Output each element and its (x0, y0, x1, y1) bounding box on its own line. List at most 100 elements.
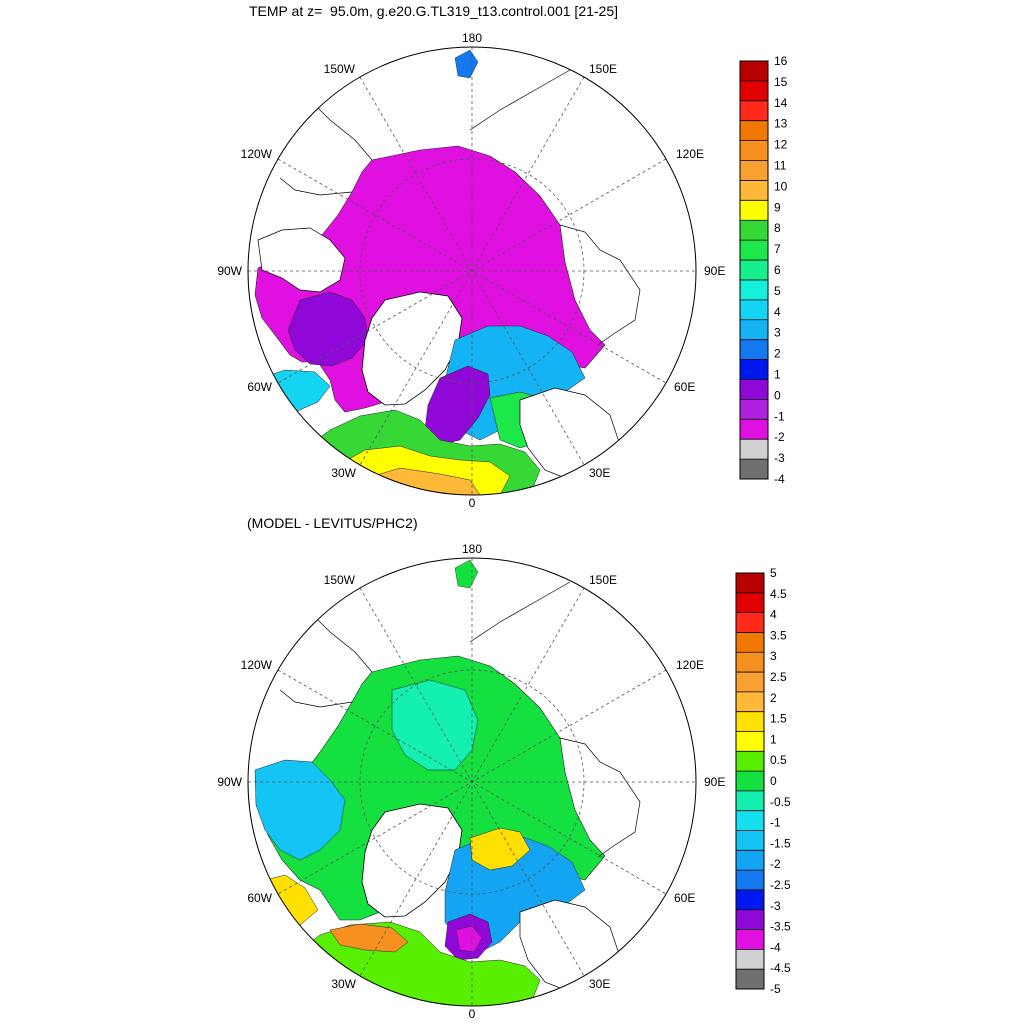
colorbar-swatch (740, 459, 768, 480)
colorbar-swatch (740, 419, 768, 440)
colorbar-label: -1 (770, 816, 781, 830)
colorbar-swatch (740, 319, 768, 341)
colorbar-label: 4.5 (770, 587, 787, 601)
label-0: 0 (469, 496, 476, 510)
colorbar-label: 14 (774, 96, 788, 110)
colorbar-frame (735, 572, 765, 990)
label-90w: 90W (217, 264, 242, 278)
panel-2-graticule (248, 558, 696, 1006)
colorbar-swatch (740, 160, 768, 181)
label-30e-b: 30E (589, 977, 610, 991)
nordic-anomaly-yellow (469, 827, 531, 871)
colorbar-swatch (740, 180, 768, 201)
label-150e: 150E (589, 62, 617, 76)
greenland-land (361, 291, 463, 406)
colorbar-swatch (736, 632, 764, 653)
colorbar-label: 10 (774, 179, 788, 193)
colorbar-swatch (736, 969, 764, 990)
panel-1-title: TEMP at z= 95.0m, g.e20.G.TL319_t13.cont… (249, 3, 619, 19)
label-0-b: 0 (469, 1007, 476, 1021)
label-180: 180 (462, 31, 482, 45)
baffin-fill (287, 291, 369, 367)
colorbar-label: 4 (774, 305, 781, 319)
label-120e: 120E (676, 147, 704, 161)
colorbar-swatch (740, 200, 768, 221)
colorbar-label: -3 (774, 451, 785, 465)
label-120w: 120W (241, 147, 273, 161)
colorbar-swatch (736, 691, 764, 713)
colorbar-swatch (736, 870, 764, 891)
panel-2-field (254, 559, 641, 1006)
label-30w-b: 30W (331, 977, 356, 991)
colorbar-label: 0 (770, 774, 777, 788)
colorbar-label: 2.5 (770, 670, 787, 684)
colorbar-swatch (740, 359, 768, 380)
label-150w-b: 150W (324, 573, 356, 587)
colorbar-label: 2 (770, 691, 777, 705)
label-120e-b: 120E (676, 658, 704, 672)
label-60e: 60E (674, 380, 695, 394)
colorbar-swatch (740, 439, 768, 460)
colorbar-label: 7 (774, 242, 781, 256)
colorbar-swatch (740, 260, 768, 281)
colorbar-label: 13 (774, 117, 788, 131)
colorbar-label: -0.5 (770, 795, 791, 809)
colorbar-label: -3.5 (770, 920, 791, 934)
colorbar-label: -1 (774, 409, 785, 423)
colorbar-swatch (736, 751, 764, 772)
colorbar-swatch (736, 731, 764, 752)
archipelago-land (257, 227, 346, 293)
colorbar-swatch (740, 299, 768, 321)
label-60w: 60W (247, 380, 272, 394)
colorbar-label: -1.5 (770, 836, 791, 850)
colorbar-label: -2 (774, 430, 785, 444)
label-30e: 30E (589, 466, 610, 480)
panel-1-lon-labels: 180 150W 150E 120W 120E 90W 90E 60W 60E … (217, 31, 725, 510)
nordic-anomaly-magenta (455, 925, 483, 953)
colorbar-label: 0.5 (770, 753, 787, 767)
colorbar-swatch (736, 790, 764, 812)
colorbar-swatch (740, 120, 768, 142)
siberia-coast-2 (469, 581, 641, 858)
colorbar-label: 3.5 (770, 628, 787, 642)
colorbar-label: 1 (770, 732, 777, 746)
colorbar-swatch (736, 889, 764, 911)
arctic-anomaly-cyan (391, 679, 479, 771)
colorbar-swatch (736, 810, 764, 831)
colorbar-label: 0 (774, 388, 781, 402)
colorbar-swatch (736, 909, 764, 930)
colorbar-label: 1.5 (770, 712, 787, 726)
colorbar-label: -4 (774, 472, 785, 486)
colorbar-swatch (740, 61, 768, 82)
colorbar-label: 12 (774, 138, 788, 152)
colorbar-swatch (736, 929, 764, 950)
colorbar-swatch (740, 339, 768, 360)
panel-2-lon-labels: 180 150W 150E 120W 120E 90W 90E 60W 60E … (217, 542, 725, 1021)
colorbar-label: -4 (770, 940, 781, 954)
colorbar-label: -5 (770, 982, 781, 996)
label-90e-b: 90E (704, 775, 725, 789)
label-60w-b: 60W (247, 891, 272, 905)
colorbar-swatch (740, 220, 768, 241)
panel-2-map-border (247, 557, 697, 1007)
colorbar-label: 6 (774, 263, 781, 277)
panel-2-colorbar: 5 4.5 4 3.5 3 2.5 2 1.5 1 0.5 0 -0.5 -1 -1.5 -2 -2.5 -3 -… (735, 566, 791, 996)
colorbar-label: 1 (774, 368, 781, 382)
panel-1-graticule (248, 47, 696, 495)
colorbar-label: -2 (770, 857, 781, 871)
label-30w: 30W (331, 466, 356, 480)
colorbar-swatch (740, 240, 768, 261)
colorbar-swatch (736, 612, 764, 633)
colorbar-label: -2.5 (770, 878, 791, 892)
panel-2-title: (MODEL - LEVITUS/PHC2) (247, 515, 418, 531)
colorbar-label: 15 (774, 75, 788, 89)
siberia-coast (469, 69, 641, 346)
colorbar-swatch (736, 711, 764, 732)
colorbar-swatch (740, 140, 768, 161)
label-180-b: 180 (462, 542, 482, 556)
colorbar-label: 4 (770, 608, 777, 622)
colorbar-frame (739, 60, 769, 480)
colorbar-label: 8 (774, 221, 781, 235)
